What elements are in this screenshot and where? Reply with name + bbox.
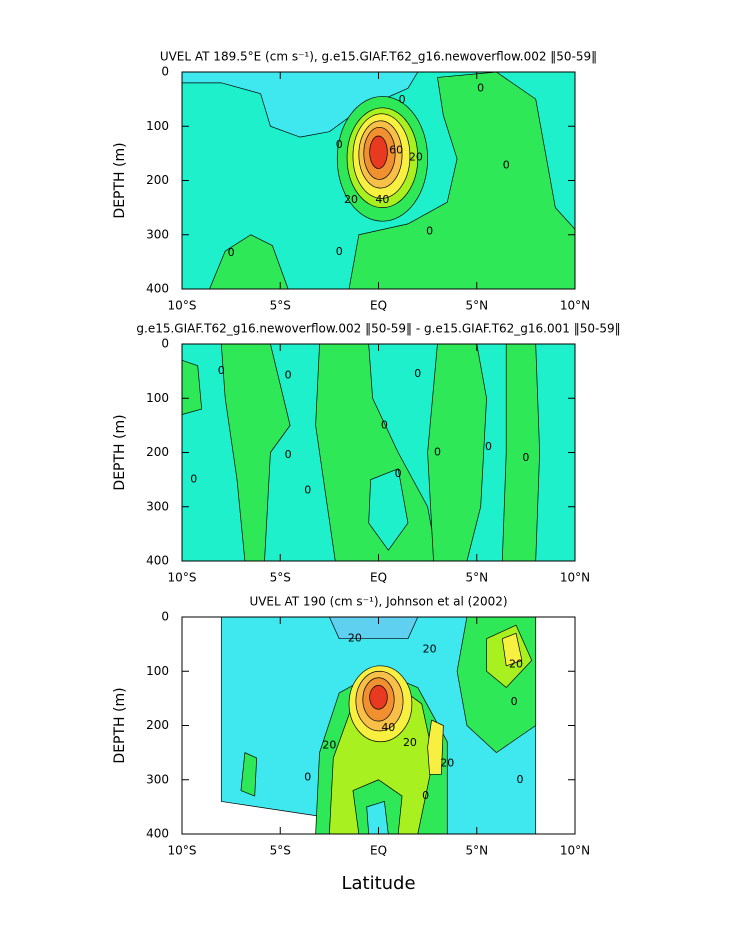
y-tick-label: 400: [146, 282, 169, 296]
y-tick-label: 0: [161, 337, 169, 351]
contour-label: 20: [344, 193, 358, 206]
contour-fill: [182, 359, 202, 415]
contour-label: 0: [516, 773, 523, 786]
contour-label: 0: [477, 81, 484, 94]
contour-field: [182, 72, 575, 289]
y-tick-label: 200: [146, 445, 169, 459]
contour-fill: [427, 344, 487, 561]
y-axis-label: DEPTH (m): [112, 142, 128, 218]
y-tick-label: 200: [146, 718, 169, 732]
contour-label: 0: [304, 771, 311, 784]
y-tick-label: 0: [161, 610, 169, 624]
x-tick-label: 5°N: [465, 844, 488, 858]
contour-label: 0: [414, 367, 421, 380]
contour-label: 20: [509, 658, 523, 671]
contour-fill: [501, 344, 540, 561]
contour-label: 0: [522, 451, 529, 464]
y-tick-label: 100: [146, 664, 169, 678]
panel-title: g.e15.GIAF.T62_g16.newoverflow.002 ‖50-5…: [136, 322, 620, 336]
contour-label: 0: [426, 224, 433, 237]
y-axis-label: DEPTH (m): [112, 687, 128, 763]
contour-label: 20: [403, 736, 417, 749]
x-tick-label: EQ: [370, 299, 387, 313]
x-tick-label: 10°N: [560, 844, 590, 858]
x-tick-label: 5°S: [270, 571, 291, 585]
contour-label: 20: [423, 643, 437, 656]
contour-fill: [182, 72, 419, 138]
contour-fill: [220, 344, 291, 561]
x-tick-label: EQ: [370, 571, 387, 585]
contour-field: [220, 617, 537, 834]
contour-fill: [348, 72, 575, 289]
contour-label: 20: [348, 632, 362, 645]
contour-label: 40: [375, 193, 389, 206]
y-tick-label: 300: [146, 227, 169, 241]
contour-fill: [366, 801, 389, 834]
contour-fill: [240, 752, 258, 797]
contour-label: 0: [228, 246, 235, 259]
contour-label: 0: [336, 245, 343, 258]
contour-label: 60: [389, 144, 403, 157]
panel-title: UVEL AT 189.5°E (cm s⁻¹), g.e15.GIAF.T62…: [160, 50, 597, 64]
x-tick-label: 5°S: [270, 844, 291, 858]
contour-label: 20: [409, 151, 423, 164]
contour-label: 0: [485, 440, 492, 453]
x-tick-label: EQ: [370, 844, 387, 858]
y-tick-label: 300: [146, 772, 169, 786]
y-tick-label: 400: [146, 827, 169, 841]
contour-fill: [368, 468, 409, 551]
x-tick-label: 10°N: [560, 299, 590, 313]
x-tick-label: 5°N: [465, 299, 488, 313]
contour-fill: [369, 135, 388, 169]
x-axis-label: Latitude: [341, 873, 415, 894]
contour-label: 0: [190, 473, 197, 486]
contour-label: 40: [381, 721, 395, 734]
contour-label: 0: [422, 789, 429, 802]
y-tick-label: 100: [146, 119, 169, 133]
x-tick-label: 10°S: [168, 844, 197, 858]
contour-fill: [427, 719, 444, 775]
contour-label: 20: [440, 756, 454, 769]
contour-label: 0: [381, 418, 388, 431]
contour-label: 0: [399, 93, 406, 106]
y-tick-label: 400: [146, 554, 169, 568]
contour-label: 0: [336, 138, 343, 151]
contour-fill: [329, 617, 419, 640]
contour-label: 0: [218, 364, 225, 377]
contour-label: 20: [322, 739, 336, 752]
contour-fill: [501, 632, 523, 667]
contour-label: 0: [434, 446, 441, 459]
y-tick-label: 100: [146, 391, 169, 405]
x-tick-label: 5°N: [465, 571, 488, 585]
contour-label: 0: [511, 695, 518, 708]
contour-label: 0: [503, 158, 510, 171]
y-tick-label: 200: [146, 173, 169, 187]
contour-label: 0: [304, 483, 311, 496]
contour-field: [182, 344, 575, 561]
x-tick-label: 10°N: [560, 571, 590, 585]
y-tick-label: 300: [146, 499, 169, 513]
contour-label: 0: [285, 448, 292, 461]
contour-label: 0: [285, 368, 292, 381]
y-tick-label: 0: [161, 65, 169, 79]
contour-label: 0: [395, 467, 402, 480]
panel-title: UVEL AT 190 (cm s⁻¹), Johnson et al (200…: [249, 595, 507, 609]
contour-fill: [209, 234, 289, 289]
contour-fill: [369, 685, 388, 710]
x-tick-label: 5°S: [270, 299, 291, 313]
y-axis-label: DEPTH (m): [112, 414, 128, 490]
x-tick-label: 10°S: [168, 299, 197, 313]
x-tick-label: 10°S: [168, 571, 197, 585]
